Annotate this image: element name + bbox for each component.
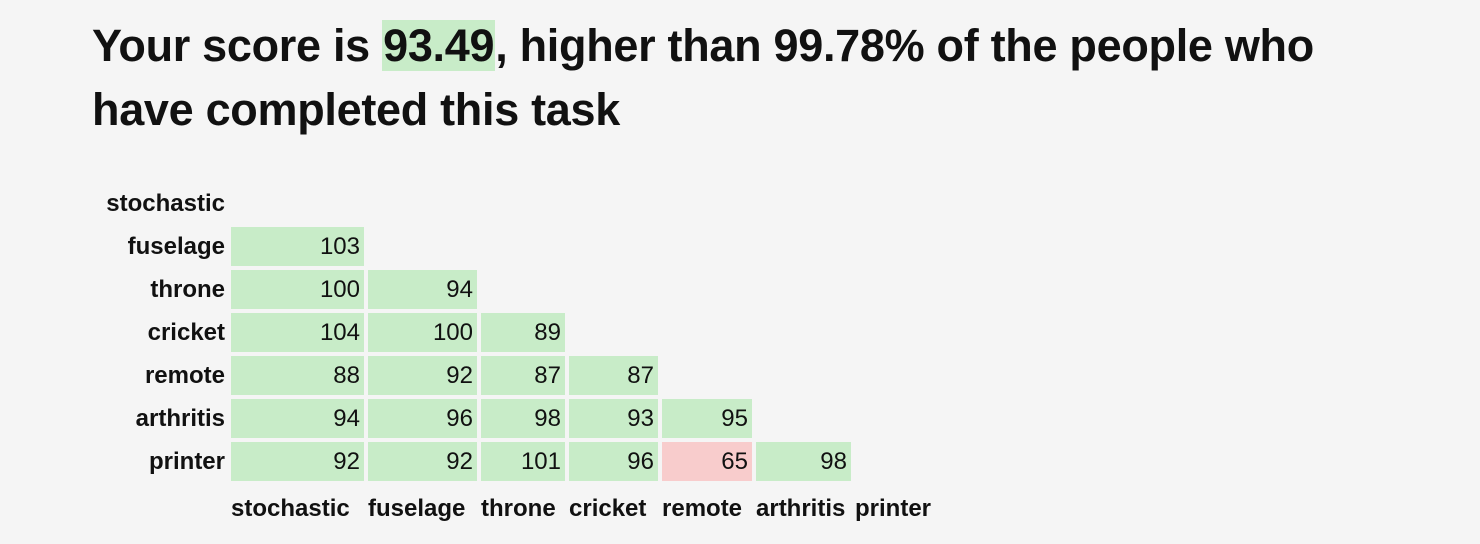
- score-cell: 89: [481, 313, 565, 352]
- empty-cell: [756, 227, 851, 266]
- distance-matrix: stochastic fuselage 103 throne 100 94 cricket 1…: [92, 180, 949, 532]
- empty-cell: [231, 184, 364, 223]
- row-label: throne: [150, 276, 225, 303]
- matrix-row: fuselage 103: [96, 227, 945, 266]
- column-label: cricket: [569, 495, 647, 522]
- score-cell: 95: [662, 399, 752, 438]
- empty-cell: [368, 184, 477, 223]
- empty-cell: [569, 184, 658, 223]
- row-label: cricket: [147, 319, 225, 346]
- score-cell: 96: [368, 399, 477, 438]
- score-cell: 88: [231, 356, 364, 395]
- score-cell: 101: [481, 442, 565, 481]
- column-label: printer: [855, 495, 932, 522]
- score-cell: 87: [481, 356, 565, 395]
- score-cell: 103: [231, 227, 364, 266]
- score-prefix: Your score is: [92, 20, 383, 71]
- empty-cell: [481, 227, 565, 266]
- score-cell: 98: [481, 399, 565, 438]
- row-label: arthritis: [135, 405, 225, 432]
- empty-cell: [569, 270, 658, 309]
- corner-spacer: [96, 485, 227, 528]
- empty-cell: [756, 356, 851, 395]
- empty-cell: [569, 227, 658, 266]
- row-label: fuselage: [127, 233, 225, 260]
- column-label: stochastic: [231, 495, 350, 522]
- score-cell: 100: [368, 313, 477, 352]
- score-cell: 98: [756, 442, 851, 481]
- column-label: fuselage: [368, 495, 466, 522]
- score-value: 93.49: [382, 20, 496, 71]
- score-cell: 96: [569, 442, 658, 481]
- empty-cell: [662, 313, 752, 352]
- empty-cell: [756, 313, 851, 352]
- column-label: arthritis: [756, 495, 846, 522]
- column-label: throne: [481, 495, 556, 522]
- empty-cell: [481, 270, 565, 309]
- column-labels-row: stochastic fuselage throne cricket remote art…: [96, 485, 945, 528]
- matrix-row: cricket 104 100 89: [96, 313, 945, 352]
- empty-cell: [368, 227, 477, 266]
- row-label: printer: [148, 448, 225, 475]
- score-cell: 92: [368, 442, 477, 481]
- score-cell: 87: [569, 356, 658, 395]
- matrix-row: stochastic: [96, 184, 945, 223]
- matrix-row: arthritis 94 96 98 93 95: [96, 399, 945, 438]
- empty-cell: [662, 270, 752, 309]
- empty-cell: [662, 184, 752, 223]
- matrix-row: printer 92 92 101 96 65 98: [96, 442, 945, 481]
- score-cell: 92: [368, 356, 477, 395]
- score-suffix: , higher than 99.78% of the people who h…: [92, 20, 1314, 135]
- score-heading: Your score is 93.49, higher than 99.78% …: [92, 14, 1392, 142]
- score-cell: 65: [662, 442, 752, 481]
- empty-cell: [569, 313, 658, 352]
- score-cell: 104: [231, 313, 364, 352]
- score-cell: 100: [231, 270, 364, 309]
- column-label: remote: [662, 495, 743, 522]
- score-cell: 94: [368, 270, 477, 309]
- row-label: stochastic: [106, 190, 225, 217]
- score-cell: 92: [231, 442, 364, 481]
- row-label: remote: [144, 362, 225, 389]
- matrix-row: throne 100 94: [96, 270, 945, 309]
- score-cell: 93: [569, 399, 658, 438]
- empty-cell: [662, 356, 752, 395]
- empty-cell: [756, 399, 851, 438]
- score-cell: 94: [231, 399, 364, 438]
- matrix-row: remote 88 92 87 87: [96, 356, 945, 395]
- empty-cell: [756, 184, 851, 223]
- empty-cell: [662, 227, 752, 266]
- empty-cell: [756, 270, 851, 309]
- empty-cell: [481, 184, 565, 223]
- matrix-body: stochastic fuselage 103 throne 100 94 cricket 1…: [96, 184, 945, 528]
